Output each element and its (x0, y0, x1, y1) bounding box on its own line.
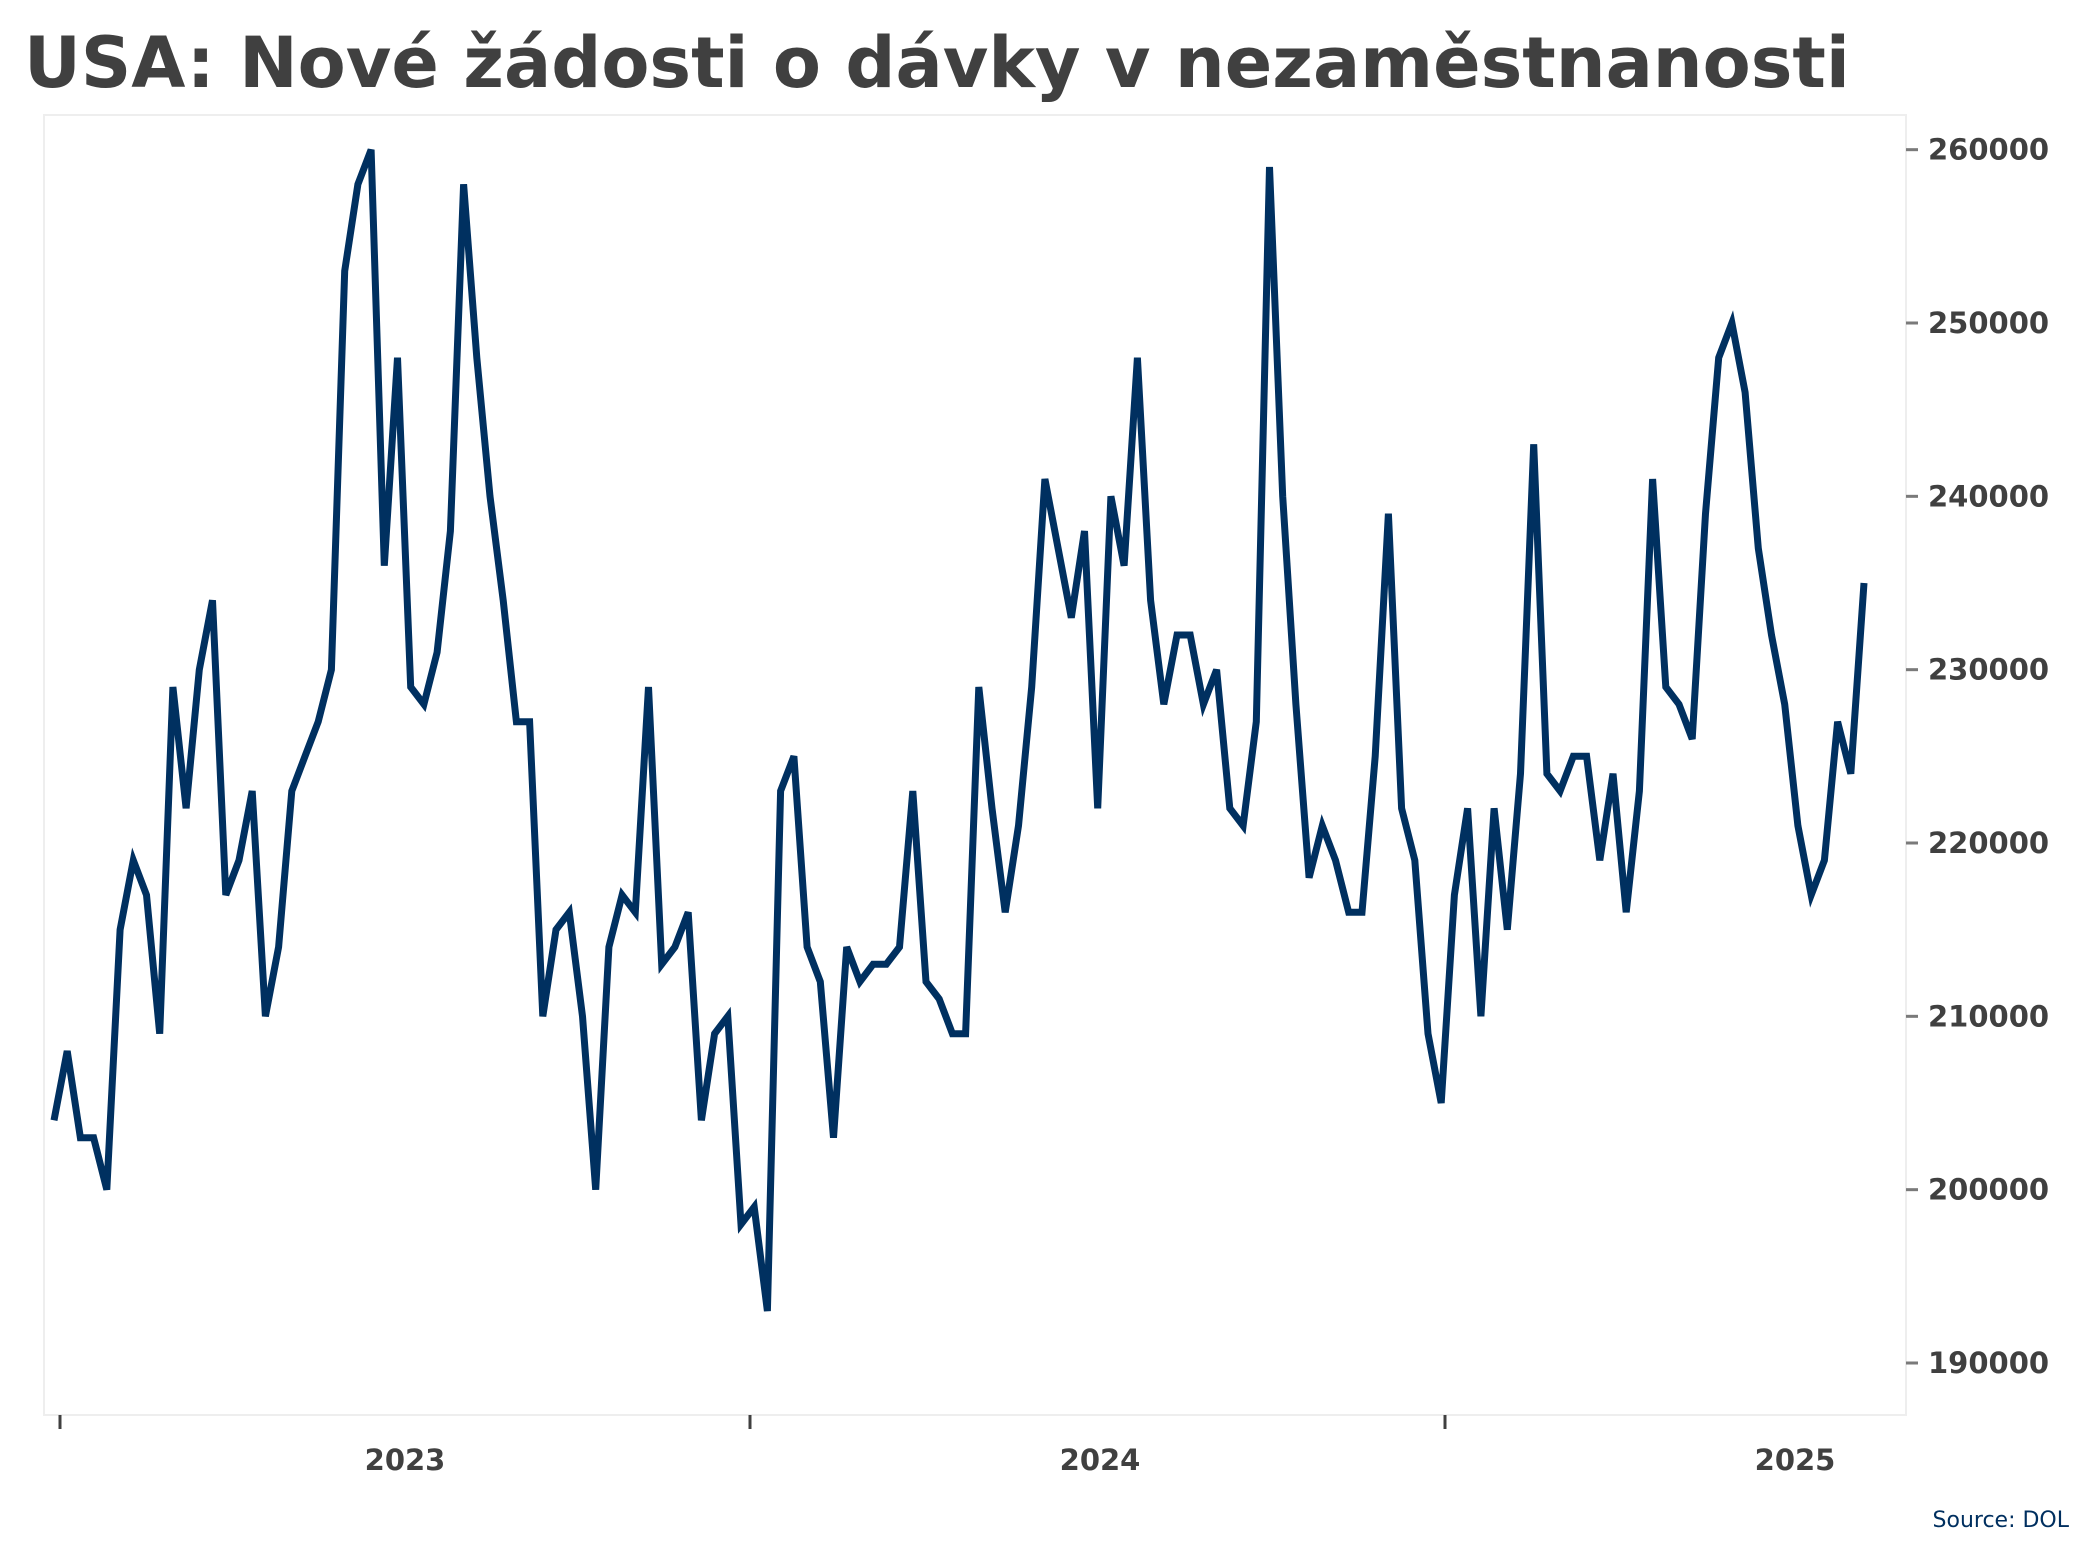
y-tick-label: 190000 (1928, 1346, 2049, 1380)
y-tick-label: 250000 (1928, 306, 2049, 340)
y-tick-label: 240000 (1928, 479, 2049, 513)
chart-title: USA: Nové žádosti o dávky v nezaměstnano… (24, 22, 1850, 104)
x-tick-label: 2024 (1060, 1443, 1141, 1477)
x-tick-label: 2025 (1755, 1443, 1836, 1477)
y-tick-label: 200000 (1928, 1173, 2049, 1207)
x-axis-labels: 2023 2024 2025 (365, 1443, 1836, 1477)
y-tick-label: 220000 (1928, 826, 2049, 860)
x-tick-label: 2023 (365, 1443, 446, 1477)
x-axis-ticks (58, 1415, 1447, 1429)
y-axis: 190000 200000 210000 220000 230000 240000 2500… (1905, 115, 2049, 1415)
series-line (50, 148, 1868, 1312)
y-tick-label: 210000 (1928, 999, 2049, 1033)
y-tick-label: 260000 (1928, 133, 2049, 167)
y-tick-label: 230000 (1928, 653, 2049, 687)
source-note: Source: DOL (1932, 1508, 2069, 1533)
